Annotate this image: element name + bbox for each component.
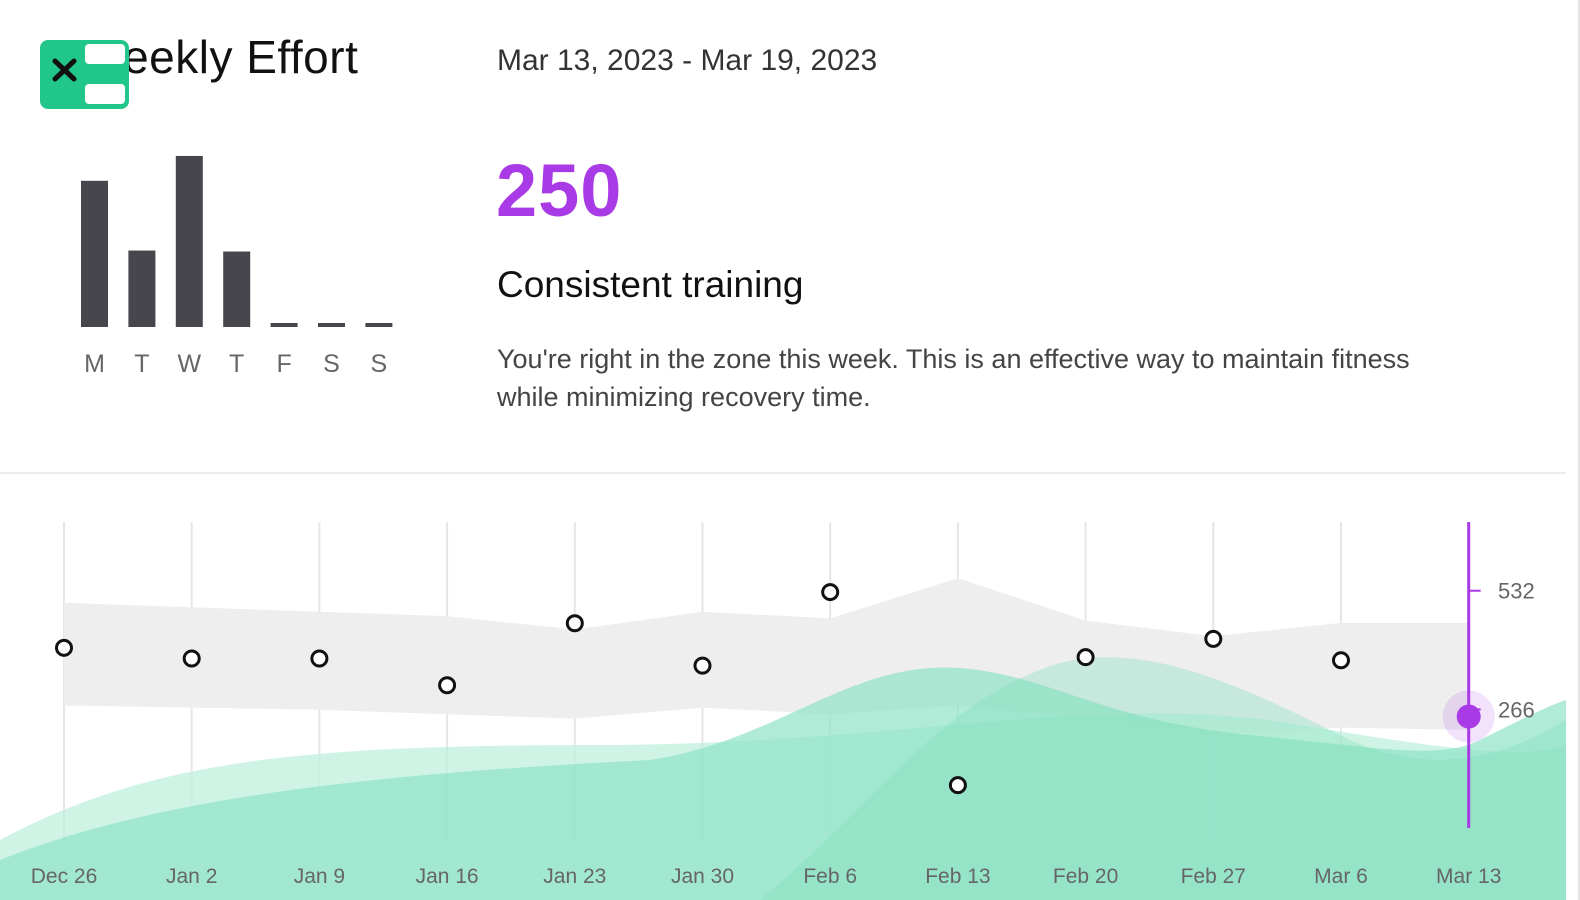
effort-headline: Consistent training bbox=[497, 264, 804, 305]
day-bar bbox=[318, 323, 345, 327]
x-tick-label: Feb 20 bbox=[1053, 865, 1118, 888]
x-tick-label: Dec 26 bbox=[31, 865, 98, 888]
day-bar bbox=[365, 323, 393, 327]
date-range: Mar 13, 2023 - Mar 19, 2023 bbox=[497, 44, 878, 77]
weekly-effort-point[interactable] bbox=[182, 649, 201, 668]
weekly-effort-point[interactable] bbox=[310, 649, 329, 668]
weekly-effort-point[interactable] bbox=[1076, 648, 1095, 667]
day-label: T bbox=[134, 350, 149, 378]
day-bar bbox=[223, 251, 251, 327]
day-label: W bbox=[177, 350, 201, 378]
weekly-effort-point[interactable] bbox=[821, 583, 840, 602]
effort-score: 250 bbox=[496, 149, 623, 232]
x-tick-label: Feb 6 bbox=[803, 865, 857, 888]
x-tick-label: Jan 2 bbox=[166, 865, 217, 888]
close-x-icon[interactable] bbox=[40, 40, 129, 109]
day-bar bbox=[270, 323, 298, 327]
current-week-point[interactable] bbox=[1456, 704, 1481, 729]
day-label: F bbox=[276, 350, 291, 378]
weekly-effort-point[interactable] bbox=[565, 614, 584, 633]
weekly-effort-point[interactable] bbox=[1204, 629, 1223, 648]
weekly-effort-point[interactable] bbox=[438, 676, 457, 695]
weekly-effort-point[interactable] bbox=[693, 656, 712, 675]
section-divider bbox=[0, 472, 1566, 474]
x-tick-label: Feb 27 bbox=[1181, 865, 1246, 888]
effort-description: You're right in the zone this week. This… bbox=[497, 344, 1410, 412]
weekly-effort-point[interactable] bbox=[948, 776, 967, 795]
y-tick-label: 266 bbox=[1498, 697, 1535, 722]
fitness-wave bbox=[0, 667, 1566, 900]
day-bar bbox=[128, 250, 156, 327]
day-bar bbox=[81, 180, 108, 327]
day-label: M bbox=[84, 350, 105, 378]
day-bar bbox=[175, 155, 203, 327]
day-label: S bbox=[323, 350, 340, 378]
weekly-effort-point[interactable] bbox=[1332, 651, 1350, 670]
fitness-wave-accent bbox=[760, 657, 1566, 900]
panel-right-border bbox=[1578, 0, 1580, 900]
x-tick-label: Jan 23 bbox=[543, 865, 606, 888]
x-tick-label: Jan 30 bbox=[671, 865, 734, 888]
y-tick-label: 532 bbox=[1498, 579, 1535, 604]
x-tick-label: Mar 13 bbox=[1436, 865, 1501, 888]
day-label: T bbox=[229, 350, 244, 378]
weekly-effort-point[interactable] bbox=[55, 638, 73, 657]
x-tick-label: Jan 9 bbox=[294, 865, 345, 888]
day-label: S bbox=[371, 350, 388, 378]
x-tick-label: Jan 16 bbox=[416, 865, 479, 888]
x-tick-label: Mar 6 bbox=[1314, 865, 1368, 888]
target-range-band bbox=[64, 578, 1469, 735]
x-tick-label: Feb 13 bbox=[925, 865, 990, 888]
